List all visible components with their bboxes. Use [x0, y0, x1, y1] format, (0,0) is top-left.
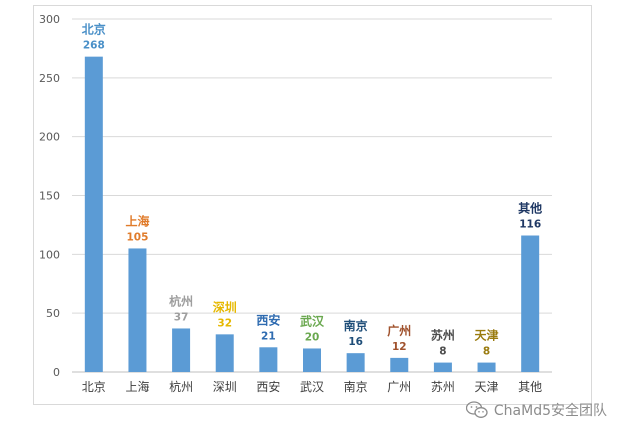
x-tick-label: 其他 — [518, 380, 542, 394]
bar-name-label: 深圳 — [213, 299, 237, 314]
bar — [303, 348, 321, 372]
y-tick-label: 250 — [39, 72, 60, 85]
bar — [346, 353, 365, 372]
y-tick-label: 100 — [39, 248, 60, 261]
data-label: 105 — [126, 231, 148, 243]
data-label: 12 — [392, 341, 407, 353]
bar-name-label: 其他 — [518, 201, 542, 216]
x-tick-label: 西安 — [256, 379, 280, 394]
bar-name-label: 南京 — [344, 318, 368, 333]
bar — [172, 328, 191, 372]
bar — [477, 362, 496, 372]
wechat-icon — [465, 401, 488, 418]
data-label: 32 — [217, 317, 232, 329]
bar — [390, 357, 409, 372]
bar — [433, 362, 452, 372]
x-tick-label: 北京 — [82, 380, 106, 394]
bar — [215, 334, 234, 372]
data-label: 8 — [483, 346, 490, 358]
x-tick-label: 广州 — [387, 380, 411, 394]
bar-name-label: 天津 — [475, 328, 499, 343]
bar-name-label: 武汉 — [300, 313, 325, 328]
x-tick-label: 南京 — [344, 379, 368, 394]
bar-name-label: 广州 — [387, 323, 411, 338]
data-label: 8 — [439, 346, 446, 358]
x-tick-label: 上海 — [125, 379, 149, 394]
x-tick-label: 苏州 — [431, 380, 455, 394]
data-label: 116 — [519, 219, 541, 231]
x-tick-label: 武汉 — [300, 380, 324, 394]
bar-name-label: 杭州 — [169, 293, 193, 308]
watermark-text: ChaMd5安全团队 — [493, 403, 607, 419]
x-tick-label: 深圳 — [213, 380, 237, 394]
x-tick-label: 杭州 — [169, 379, 193, 394]
bar-name-label: 上海 — [125, 213, 149, 228]
y-tick-label: 0 — [53, 366, 60, 379]
bar-name-label: 苏州 — [431, 328, 455, 343]
data-label: 37 — [174, 311, 189, 323]
y-tick-label: 150 — [39, 190, 60, 203]
bar — [259, 347, 278, 372]
y-tick-label: 300 — [39, 13, 60, 26]
watermark: ChaMd5安全团队 — [465, 400, 607, 420]
x-tick-label: 天津 — [475, 380, 499, 394]
bar — [128, 248, 147, 372]
data-label: 21 — [261, 330, 276, 342]
data-label: 20 — [305, 331, 320, 343]
bar-name-label: 北京 — [82, 22, 106, 37]
bar — [84, 56, 103, 373]
data-label: 268 — [83, 40, 105, 52]
chart-frame — [33, 5, 592, 405]
y-tick-label: 50 — [46, 307, 60, 320]
data-label: 16 — [348, 336, 363, 348]
bar — [521, 235, 540, 372]
bar-name-label: 西安 — [256, 312, 280, 327]
y-tick-label: 200 — [39, 131, 60, 144]
